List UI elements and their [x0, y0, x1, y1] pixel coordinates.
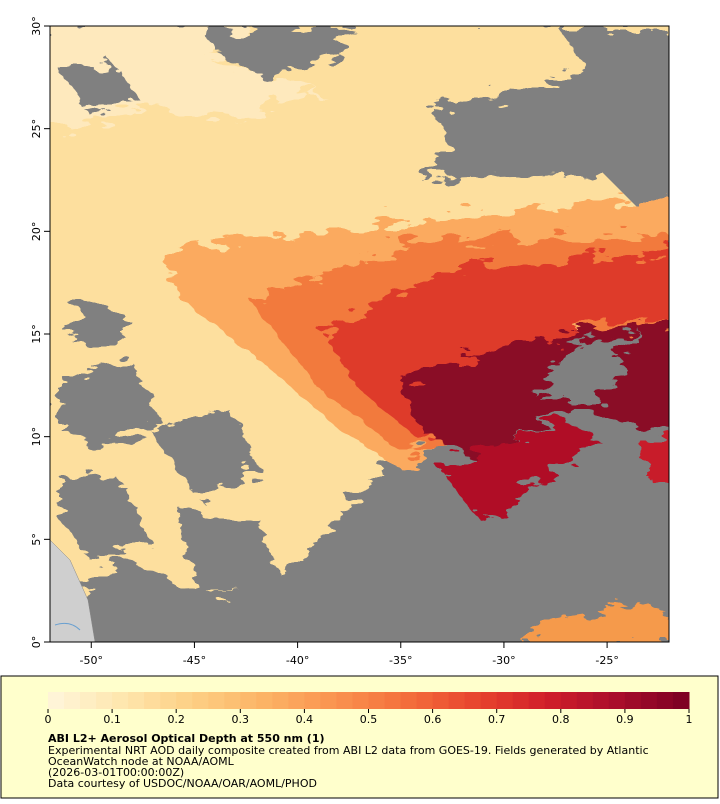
colorbar-tick-label: 0.3	[232, 713, 250, 726]
colorbar-swatch	[176, 692, 193, 709]
colorbar-swatch	[208, 692, 225, 709]
colorbar-swatch	[160, 692, 177, 709]
colorbar-swatch	[544, 692, 562, 709]
colorbar-tick-label: 0.9	[616, 713, 634, 726]
colorbar-swatch	[656, 692, 674, 709]
colorbar-swatch	[96, 692, 113, 709]
colorbar-swatch	[128, 692, 145, 709]
colorbar-swatch	[672, 692, 690, 709]
legend-line: Experimental NRT AOD daily composite cre…	[48, 744, 649, 757]
colorbar-swatch	[352, 692, 369, 709]
y-tick-label: 30°	[30, 16, 43, 36]
colorbar-swatch	[224, 692, 241, 709]
y-tick-label: 25°	[30, 119, 43, 139]
colorbar-swatch	[480, 692, 498, 709]
colorbar-swatch	[80, 692, 97, 709]
colorbar-swatch	[368, 692, 386, 709]
colorbar-swatch	[64, 692, 81, 709]
colorbar-swatch	[112, 692, 129, 709]
colorbar-tick-label: 0	[45, 713, 52, 726]
y-tick-label: 10°	[30, 427, 43, 447]
colorbar-swatch	[464, 692, 482, 709]
x-tick-label: -25°	[595, 654, 618, 667]
colorbar-swatch	[640, 692, 658, 709]
colorbar: 0 0.1 0.2 0.3 0.4 0.5 0.6 0.7 0.8 0.9 1	[45, 692, 693, 726]
colorbar-swatch	[624, 692, 642, 709]
colorbar-swatch	[448, 692, 466, 709]
colorbar-tick-label: 0.8	[552, 713, 570, 726]
colorbar-swatch	[304, 692, 321, 709]
x-tick-label: -40°	[286, 654, 309, 667]
y-tick-label: 20°	[30, 222, 43, 242]
legend-title: ABI L2+ Aerosol Optical Depth at 550 nm …	[48, 732, 325, 745]
colorbar-swatch	[240, 692, 257, 709]
colorbar-tick-label: 0.7	[488, 713, 506, 726]
colorbar-swatch	[320, 692, 337, 709]
x-tick-label: -50°	[80, 654, 103, 667]
colorbar-tick-label: 0.4	[296, 713, 314, 726]
colorbar-swatch	[416, 692, 434, 709]
colorbar-swatch	[400, 692, 418, 709]
y-tick-label: 0°	[30, 636, 43, 649]
colorbar-swatch	[336, 692, 353, 709]
colorbar-swatch	[512, 692, 530, 709]
colorbar-swatch	[560, 692, 578, 709]
legend-line: Data courtesy of USDOC/NOAA/OAR/AOML/PHO…	[48, 777, 317, 790]
colorbar-swatch	[576, 692, 594, 709]
x-tick-label: -35°	[389, 654, 412, 667]
legend-line: (2026-03-01T00:00:00Z)	[48, 766, 184, 779]
colorbar-swatch	[288, 692, 305, 709]
colorbar-tick-label: 0.5	[360, 713, 378, 726]
x-tick-label: -45°	[183, 654, 206, 667]
y-tick-label: 15°	[30, 324, 43, 344]
colorbar-swatch	[144, 692, 161, 709]
colorbar-swatch	[48, 692, 65, 709]
colorbar-swatch	[272, 692, 289, 709]
x-tick-label: -30°	[492, 654, 515, 667]
colorbar-tick-label: 0.6	[424, 713, 442, 726]
legend-line: OceanWatch node at NOAA/AOML	[48, 755, 235, 768]
colorbar-swatch	[496, 692, 514, 709]
y-tick-label: 5°	[30, 533, 43, 546]
colorbar-swatch	[592, 692, 610, 709]
colorbar-tick-label: 0.1	[103, 713, 121, 726]
axes: -50° -45° -40° -35° -30° -25° 0° 5° 10° 15° 20° 25°…	[30, 16, 619, 667]
aod-field	[50, 26, 669, 642]
colorbar-tick-label: 1	[686, 713, 693, 726]
colorbar-swatch	[384, 692, 402, 709]
colorbar-swatch	[192, 692, 209, 709]
colorbar-swatch	[528, 692, 546, 709]
colorbar-swatch	[256, 692, 273, 709]
colorbar-tick-label: 0.2	[167, 713, 185, 726]
colorbar-swatch	[432, 692, 450, 709]
colorbar-swatch	[608, 692, 626, 709]
